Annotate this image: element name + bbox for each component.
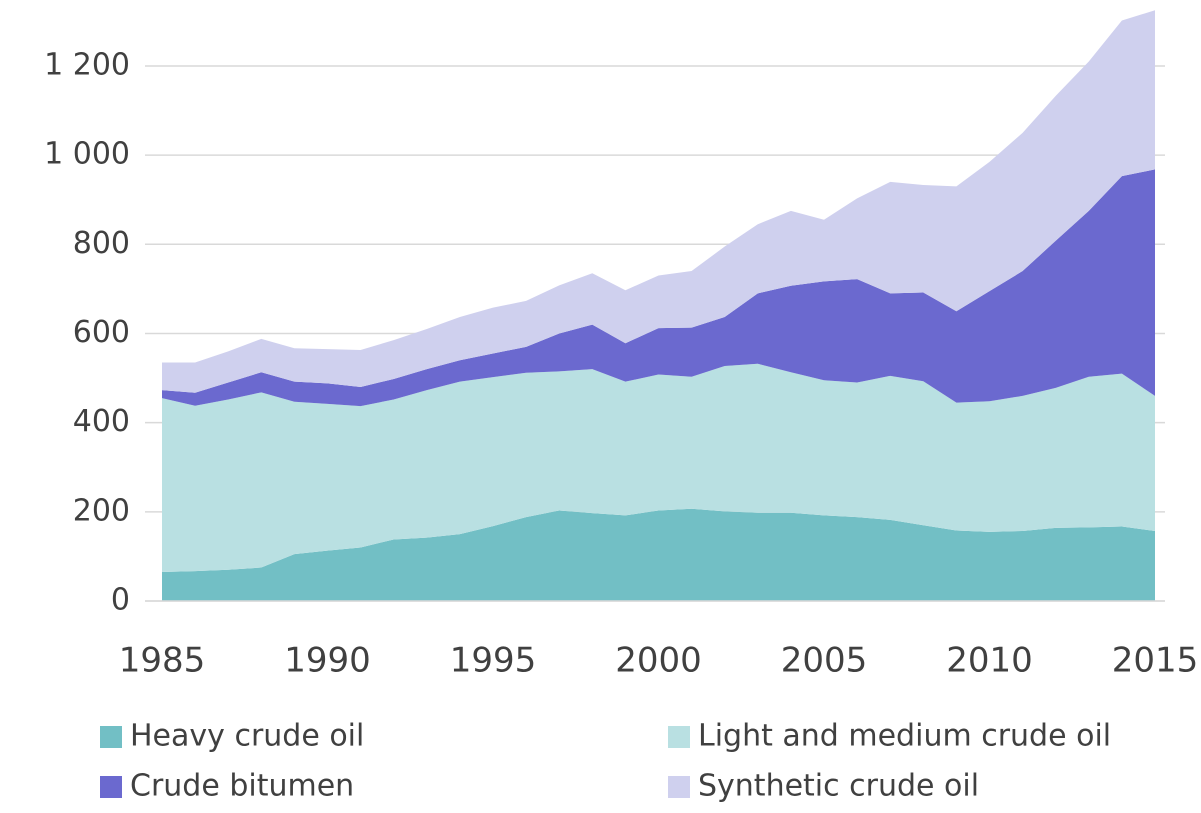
area: [162, 508, 1155, 601]
legend-swatch: [668, 776, 690, 798]
y-tick-label: 400: [73, 404, 130, 439]
x-tick-label: 1985: [119, 641, 206, 681]
area: [162, 169, 1155, 407]
y-tick-label: 1 200: [44, 47, 130, 82]
legend-swatch: [100, 726, 122, 748]
legend-label: Crude bitumen: [130, 769, 354, 804]
x-tick-label: 1990: [284, 641, 371, 681]
legend-swatch: [668, 726, 690, 748]
legend-label: Synthetic crude oil: [698, 769, 979, 804]
x-tick-label: 2005: [781, 641, 868, 681]
y-tick-label: 0: [111, 583, 130, 618]
y-tick-label: 200: [73, 493, 130, 528]
x-tick-label: 2015: [1112, 641, 1199, 681]
legend-swatch: [100, 776, 122, 798]
x-tick-label: 1995: [450, 641, 537, 681]
legend-label: Heavy crude oil: [130, 719, 364, 754]
y-tick-label: 1 000: [44, 137, 130, 172]
legend-label: Light and medium crude oil: [698, 719, 1111, 754]
area: [162, 10, 1155, 393]
y-tick-label: 800: [73, 226, 130, 261]
x-tick-label: 2010: [946, 641, 1033, 681]
y-tick-label: 600: [73, 315, 130, 350]
x-tick-label: 2000: [615, 641, 702, 681]
area: [162, 363, 1155, 573]
